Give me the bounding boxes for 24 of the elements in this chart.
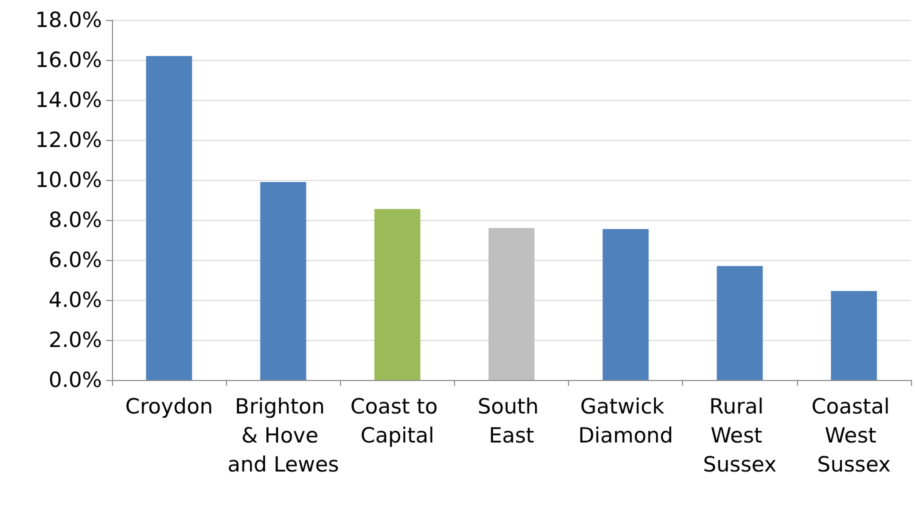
bar — [488, 228, 534, 380]
bar — [716, 266, 763, 380]
y-tick-label: 4.0% — [48, 288, 102, 312]
y-tick-label: 12.0% — [35, 128, 102, 152]
x-tick-label: Coast to Capital — [350, 394, 444, 448]
bar — [602, 229, 649, 380]
bar — [830, 291, 877, 380]
bar — [260, 182, 306, 380]
y-tick-label: 18.0% — [35, 8, 102, 32]
y-tick-label: 16.0% — [35, 48, 102, 72]
x-tick-label: Coastal West Sussex — [811, 394, 896, 476]
bar — [146, 56, 192, 380]
y-tick-label: 8.0% — [48, 208, 102, 232]
y-tick-label: 10.0% — [35, 168, 102, 192]
y-tick-label: 0.0% — [48, 368, 102, 392]
x-tick-label: Brighton & Hove and Lewes — [227, 394, 339, 476]
y-tick-label: 2.0% — [48, 328, 102, 352]
x-tick-label: Rural West Sussex — [703, 394, 777, 476]
x-tick-label: Croydon — [125, 394, 213, 418]
y-tick-label: 14.0% — [35, 88, 102, 112]
x-tick-label: South East — [478, 394, 546, 448]
x-tick-label: Gatwick Diamond — [578, 394, 674, 448]
bar — [374, 209, 420, 380]
y-tick-label: 6.0% — [48, 248, 102, 272]
